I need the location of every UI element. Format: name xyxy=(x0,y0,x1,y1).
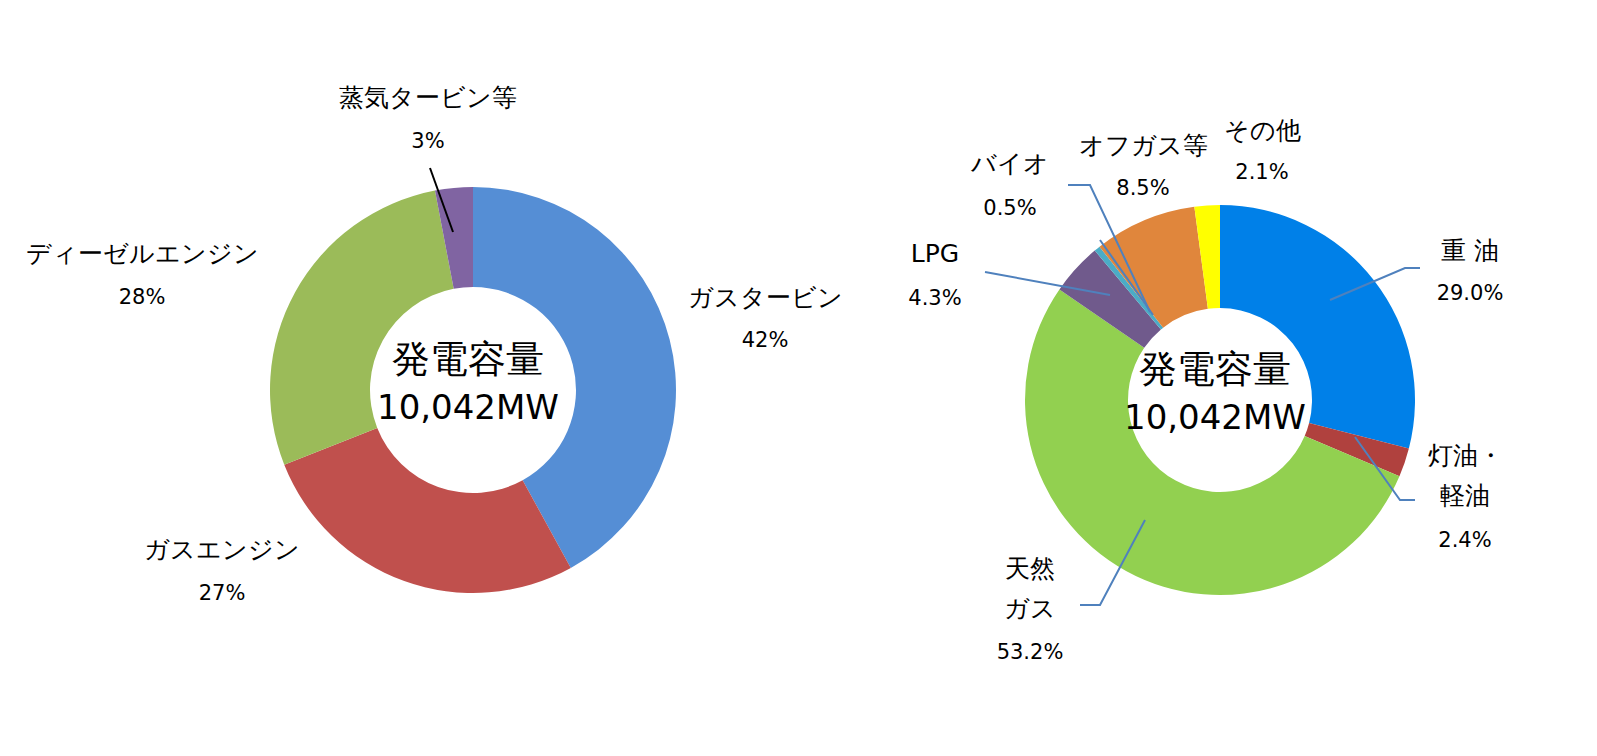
svg-text:バイオ: バイオ xyxy=(970,149,1049,178)
svg-text:29.0%: 29.0% xyxy=(1437,281,1504,305)
svg-text:ガスタービン: ガスタービン xyxy=(688,283,843,312)
svg-text:3%: 3% xyxy=(411,129,444,153)
svg-text:0.5%: 0.5% xyxy=(983,196,1036,220)
svg-text:重 油: 重 油 xyxy=(1441,236,1499,265)
svg-text:2.4%: 2.4% xyxy=(1438,528,1491,552)
svg-text:28%: 28% xyxy=(119,285,166,309)
svg-text:天然: 天然 xyxy=(1005,554,1055,583)
html-text:発電容量: 発電容量 xyxy=(392,337,544,381)
svg-text:53.2%: 53.2% xyxy=(997,640,1064,664)
svg-text:ガスエンジン: ガスエンジン xyxy=(144,535,300,564)
svg-text:ディーゼルエンジン: ディーゼルエンジン xyxy=(26,239,259,268)
svg-text:灯油・: 灯油・ xyxy=(1428,441,1503,470)
svg-text:42%: 42% xyxy=(742,328,789,352)
html-text:10,042MW: 10,042MW xyxy=(1124,397,1306,437)
svg-text:8.5%: 8.5% xyxy=(1116,176,1169,200)
svg-text:その他: その他 xyxy=(1224,116,1301,145)
svg-text:4.3%: 4.3% xyxy=(908,286,961,310)
svg-text:LPG: LPG xyxy=(911,239,959,268)
svg-text:2.1%: 2.1% xyxy=(1235,160,1288,184)
html-text:発電容量: 発電容量 xyxy=(1139,347,1291,391)
svg-text:ガス: ガス xyxy=(1004,594,1056,623)
svg-text:蒸気タービン等: 蒸気タービン等 xyxy=(339,83,517,112)
svg-text:軽油: 軽油 xyxy=(1440,481,1490,510)
svg-text:オフガス等: オフガス等 xyxy=(1079,131,1208,160)
svg-text:27%: 27% xyxy=(199,581,246,605)
html-text:10,042MW: 10,042MW xyxy=(377,387,559,427)
